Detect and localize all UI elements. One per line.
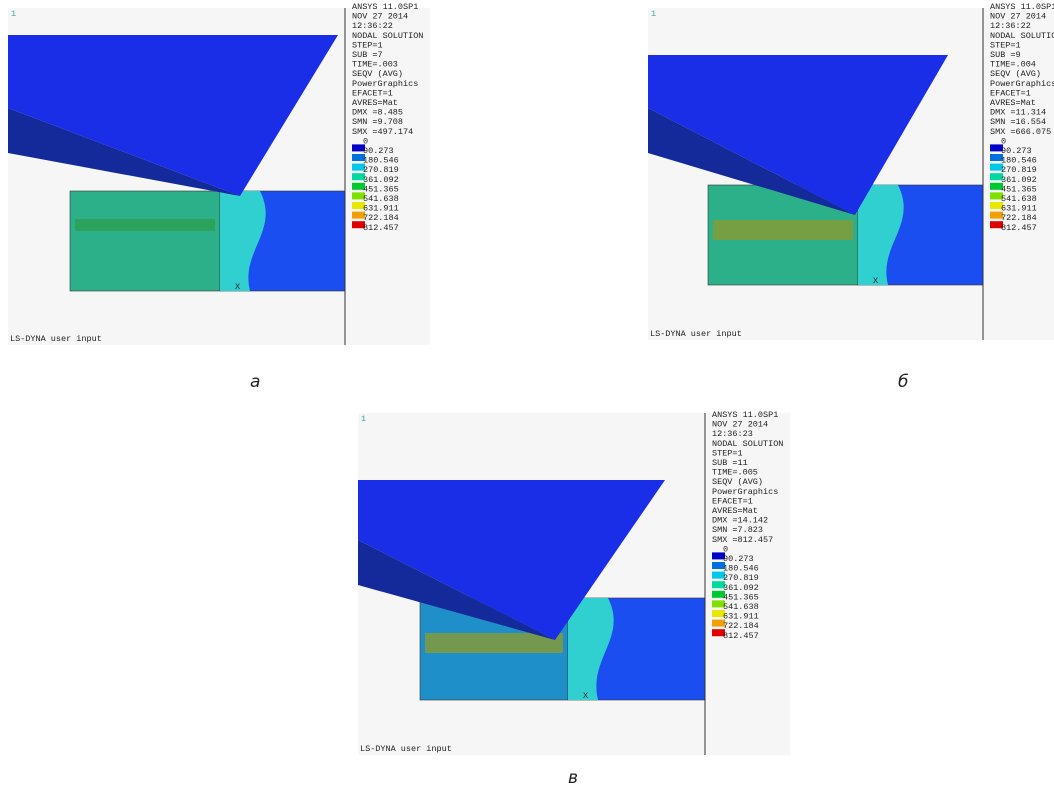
info-line: SEQV (AVG) <box>990 69 1041 79</box>
legend-label: 361.092 <box>723 583 759 593</box>
footer: LS-DYNA user input <box>10 334 102 344</box>
info-line: 12:36:23 <box>712 429 753 439</box>
workpiece-left <box>70 191 220 291</box>
caption: в <box>568 768 578 788</box>
legend-label: 541.638 <box>723 602 759 612</box>
legend-label: 451.365 <box>723 592 759 602</box>
info-line: SMN =7.823 <box>712 525 763 535</box>
legend-label: 270.819 <box>363 165 399 175</box>
node-mark: X <box>873 276 878 286</box>
legend-label: 270.819 <box>723 573 759 583</box>
legend-label: 722.184 <box>723 621 759 631</box>
info-line: NODAL SOLUTION <box>712 439 783 449</box>
info-line: TIME=.004 <box>990 60 1036 70</box>
legend-label: 812.457 <box>363 223 399 233</box>
legend-label: 361.092 <box>363 175 399 185</box>
info-line: ANSYS 11.0SP1 <box>352 2 418 12</box>
footer: LS-DYNA user input <box>360 744 452 754</box>
corner-mark: 1 <box>11 9 16 19</box>
info-line: SUB =11 <box>712 458 748 468</box>
node-mark: X <box>235 282 240 292</box>
legend-label: 722.184 <box>1001 213 1037 223</box>
info-line: SEQV (AVG) <box>352 69 403 79</box>
info-line: TIME=.005 <box>712 468 758 478</box>
info-line: DMX =11.314 <box>990 108 1046 118</box>
info-line: PowerGraphics <box>712 487 778 497</box>
legend-label: 451.365 <box>1001 184 1037 194</box>
legend-label: 541.638 <box>363 194 399 204</box>
legend-label: 361.092 <box>1001 175 1037 185</box>
info-line: STEP=1 <box>990 40 1021 50</box>
info-line: TIME=.003 <box>352 60 398 70</box>
corner-mark: 1 <box>361 414 366 424</box>
caption: а <box>250 372 260 392</box>
info-line: STEP=1 <box>712 448 743 458</box>
legend-label: 631.911 <box>1001 204 1037 214</box>
info-line: NOV 27 2014 <box>352 12 408 22</box>
info-line: SMN =9.708 <box>352 117 403 127</box>
info-line: SUB =7 <box>352 50 383 60</box>
info-line: NODAL SOLUTION <box>352 31 423 41</box>
info-line: ANSYS 11.0SP1 <box>712 410 778 420</box>
info-line: AVRES=Mat <box>352 98 398 108</box>
info-line: SEQV (AVG) <box>712 477 763 487</box>
info-line: AVRES=Mat <box>712 506 758 516</box>
legend-label: 541.638 <box>1001 194 1037 204</box>
node-mark: X <box>583 691 588 701</box>
info-line: SMX =497.174 <box>352 127 413 137</box>
info-line: STEP=1 <box>352 40 383 50</box>
info-line: PowerGraphics <box>990 79 1054 89</box>
figure: 1XLS-DYNA user inputANSYS 11.0SP1NOV 27 … <box>0 0 1054 794</box>
info-line: AVRES=Mat <box>990 98 1036 108</box>
info-line: EFACET=1 <box>712 496 753 506</box>
info-line: 12:36:22 <box>352 21 393 31</box>
info-line: NODAL SOLUTION <box>990 31 1054 41</box>
legend-label: 270.819 <box>1001 165 1037 175</box>
legend-label: 180.546 <box>363 156 399 166</box>
info-line: ANSYS 11.0SP1 <box>990 2 1054 12</box>
legend-label: 631.911 <box>363 204 399 214</box>
info-line: SUB =9 <box>990 50 1021 60</box>
stress-band <box>75 219 215 231</box>
info-line: 12:36:22 <box>990 21 1031 31</box>
info-line: DMX =8.485 <box>352 108 403 118</box>
info-line: EFACET=1 <box>990 88 1031 98</box>
legend-label: 812.457 <box>1001 223 1037 233</box>
legend-label: 812.457 <box>723 631 759 641</box>
caption: б <box>898 372 908 392</box>
legend-label: 180.546 <box>723 564 759 574</box>
ansys-screenshot: 1 X LS-DYNA user input ANSYS 11.0SP1NOV 27 … <box>8 0 430 345</box>
info-line: DMX =14.142 <box>712 516 768 526</box>
info-line: NOV 27 2014 <box>990 12 1046 22</box>
info-line: SMX =812.457 <box>712 535 773 545</box>
legend-label: 90.273 <box>363 146 394 156</box>
info-line: PowerGraphics <box>352 79 418 89</box>
stress-band <box>713 220 853 240</box>
legend-label: 451.365 <box>363 184 399 194</box>
corner-mark: 1 <box>651 9 656 19</box>
info-line: SMX =666.075 <box>990 127 1051 137</box>
legend-label: 90.273 <box>1001 146 1032 156</box>
legend-label: 722.184 <box>363 213 399 223</box>
info-line: SMN =16.554 <box>990 117 1046 127</box>
info-line: NOV 27 2014 <box>712 420 768 430</box>
footer: LS-DYNA user input <box>650 329 742 339</box>
info-line: EFACET=1 <box>352 88 393 98</box>
legend-label: 90.273 <box>723 554 754 564</box>
legend-label: 180.546 <box>1001 156 1037 166</box>
legend-label: 631.911 <box>723 612 759 622</box>
